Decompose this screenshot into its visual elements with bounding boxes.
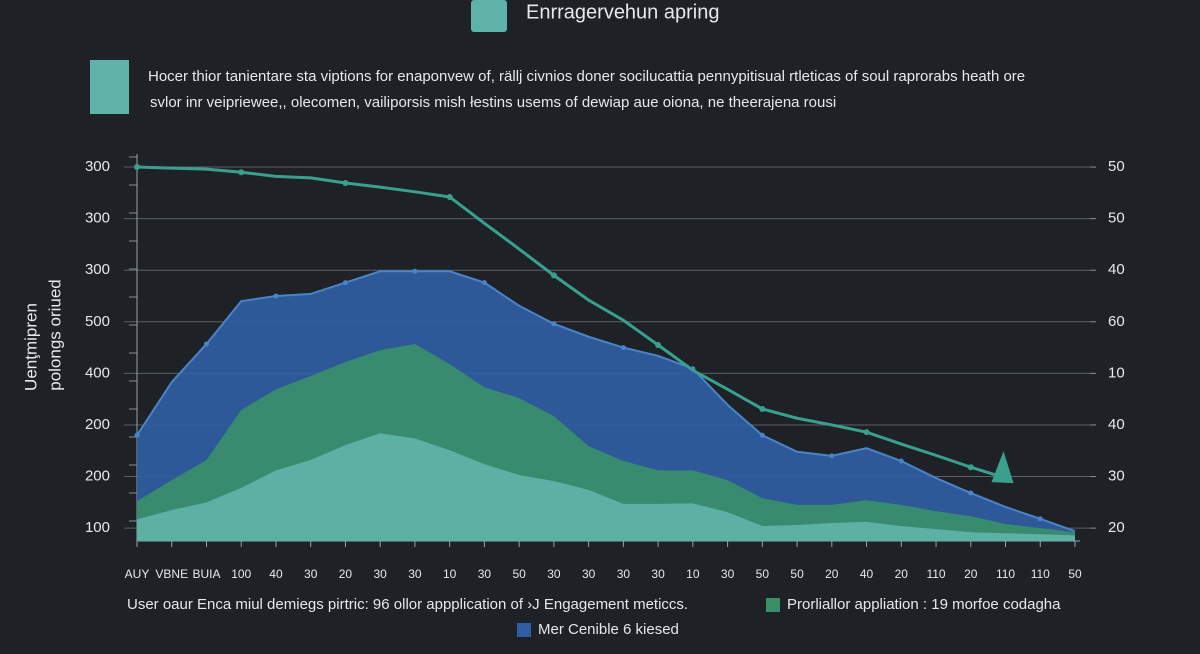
marker xyxy=(551,321,557,327)
title-icon xyxy=(471,0,507,32)
y2-tick-label: 10 xyxy=(1108,364,1125,381)
x-tick-label: 30 xyxy=(651,567,665,581)
marker xyxy=(863,429,870,436)
x-tick-label: 30 xyxy=(617,567,631,581)
y2-tick-label: 30 xyxy=(1108,467,1125,484)
y-tick-label: 500 xyxy=(85,313,110,330)
x-tick-label: 40 xyxy=(269,567,283,581)
y-tick-label: 300 xyxy=(85,210,110,227)
marker xyxy=(481,280,487,286)
x-tick-label: 30 xyxy=(582,567,596,581)
marker xyxy=(412,268,418,274)
marker xyxy=(1037,516,1043,522)
marker xyxy=(273,293,279,299)
y-tick-label: 100 xyxy=(85,519,110,536)
x-tick-label: 30 xyxy=(304,567,318,581)
marker xyxy=(968,490,974,496)
marker xyxy=(620,345,626,351)
y-tick-label: 200 xyxy=(85,467,110,484)
marker xyxy=(342,180,349,187)
line xyxy=(136,165,1006,480)
marker xyxy=(134,164,140,171)
marker xyxy=(550,272,557,279)
chart-title: Enrragervehun apring xyxy=(526,1,719,23)
marker xyxy=(238,169,245,176)
x-tick-label: 50 xyxy=(512,567,526,581)
x-tick-label: 10 xyxy=(443,567,457,581)
marker xyxy=(829,453,835,459)
y-tick-label: 200 xyxy=(85,416,110,433)
y-axis-label: polongs oriued xyxy=(45,279,64,391)
x-tick-label: 50 xyxy=(756,567,770,581)
x-tick-label: 30 xyxy=(547,567,561,581)
y2-tick-label: 50 xyxy=(1108,210,1125,227)
legend-label: User oaur Enca miul demiegs pirtric: 96 … xyxy=(127,596,688,613)
legend-swatch xyxy=(517,623,531,637)
legend-swatch xyxy=(766,598,780,612)
subtitle-icon xyxy=(90,60,129,114)
area-edge xyxy=(136,270,1076,533)
y2-tick-label: 40 xyxy=(1108,261,1125,278)
y2-tick-label: 40 xyxy=(1108,416,1125,433)
y-tick-label: 300 xyxy=(85,158,110,175)
x-tick-label: 30 xyxy=(478,567,492,581)
x-tick-label: 20 xyxy=(339,567,353,581)
x-tick-label: 10 xyxy=(686,567,700,581)
legend-label: Prorliallor appliation : 19 morfoe codag… xyxy=(787,596,1061,613)
marker xyxy=(898,458,904,464)
x-tick-label: 20 xyxy=(895,567,909,581)
y2-tick-label: 60 xyxy=(1108,313,1125,330)
marker xyxy=(759,405,766,412)
x-tick-label: AUY xyxy=(125,567,150,581)
marker xyxy=(655,342,662,348)
x-tick-label: VBNE xyxy=(155,567,188,581)
y-axis-label: Uenţmipren xyxy=(21,303,40,391)
x-tick-label: 30 xyxy=(408,567,422,581)
y-tick-label: 300 xyxy=(85,261,110,278)
x-tick-label: 110 xyxy=(1031,567,1050,581)
x-tick-label: 100 xyxy=(231,567,251,581)
marker xyxy=(446,193,453,200)
y2-tick-label: 20 xyxy=(1108,519,1125,536)
x-tick-label: BUIA xyxy=(192,567,220,581)
x-tick-label: 110 xyxy=(926,567,945,581)
x-tick-label: 50 xyxy=(1068,567,1082,581)
marker xyxy=(342,280,348,286)
marker xyxy=(967,464,974,471)
y-tick-label: 400 xyxy=(85,364,110,381)
arrow-head xyxy=(991,451,1014,484)
x-tick-label: 50 xyxy=(790,567,804,581)
x-tick-label: 40 xyxy=(860,567,874,581)
x-tick-label: 30 xyxy=(721,567,735,581)
area xyxy=(137,433,1075,541)
subtitle: Hocer thior tanientare sta viptions for … xyxy=(148,68,1025,85)
y2-tick-label: 50 xyxy=(1108,158,1125,175)
marker xyxy=(134,432,140,438)
marker xyxy=(759,432,765,438)
subtitle: svlor inr veipriewee,, olecomen, vailipo… xyxy=(150,94,836,111)
x-tick-label: 30 xyxy=(374,567,388,581)
x-tick-label: 110 xyxy=(996,567,1015,581)
x-tick-label: 20 xyxy=(825,567,839,581)
marker xyxy=(203,341,209,347)
x-tick-label: 20 xyxy=(964,567,978,581)
legend-label: Mer Cenible 6 kiesed xyxy=(538,621,679,638)
